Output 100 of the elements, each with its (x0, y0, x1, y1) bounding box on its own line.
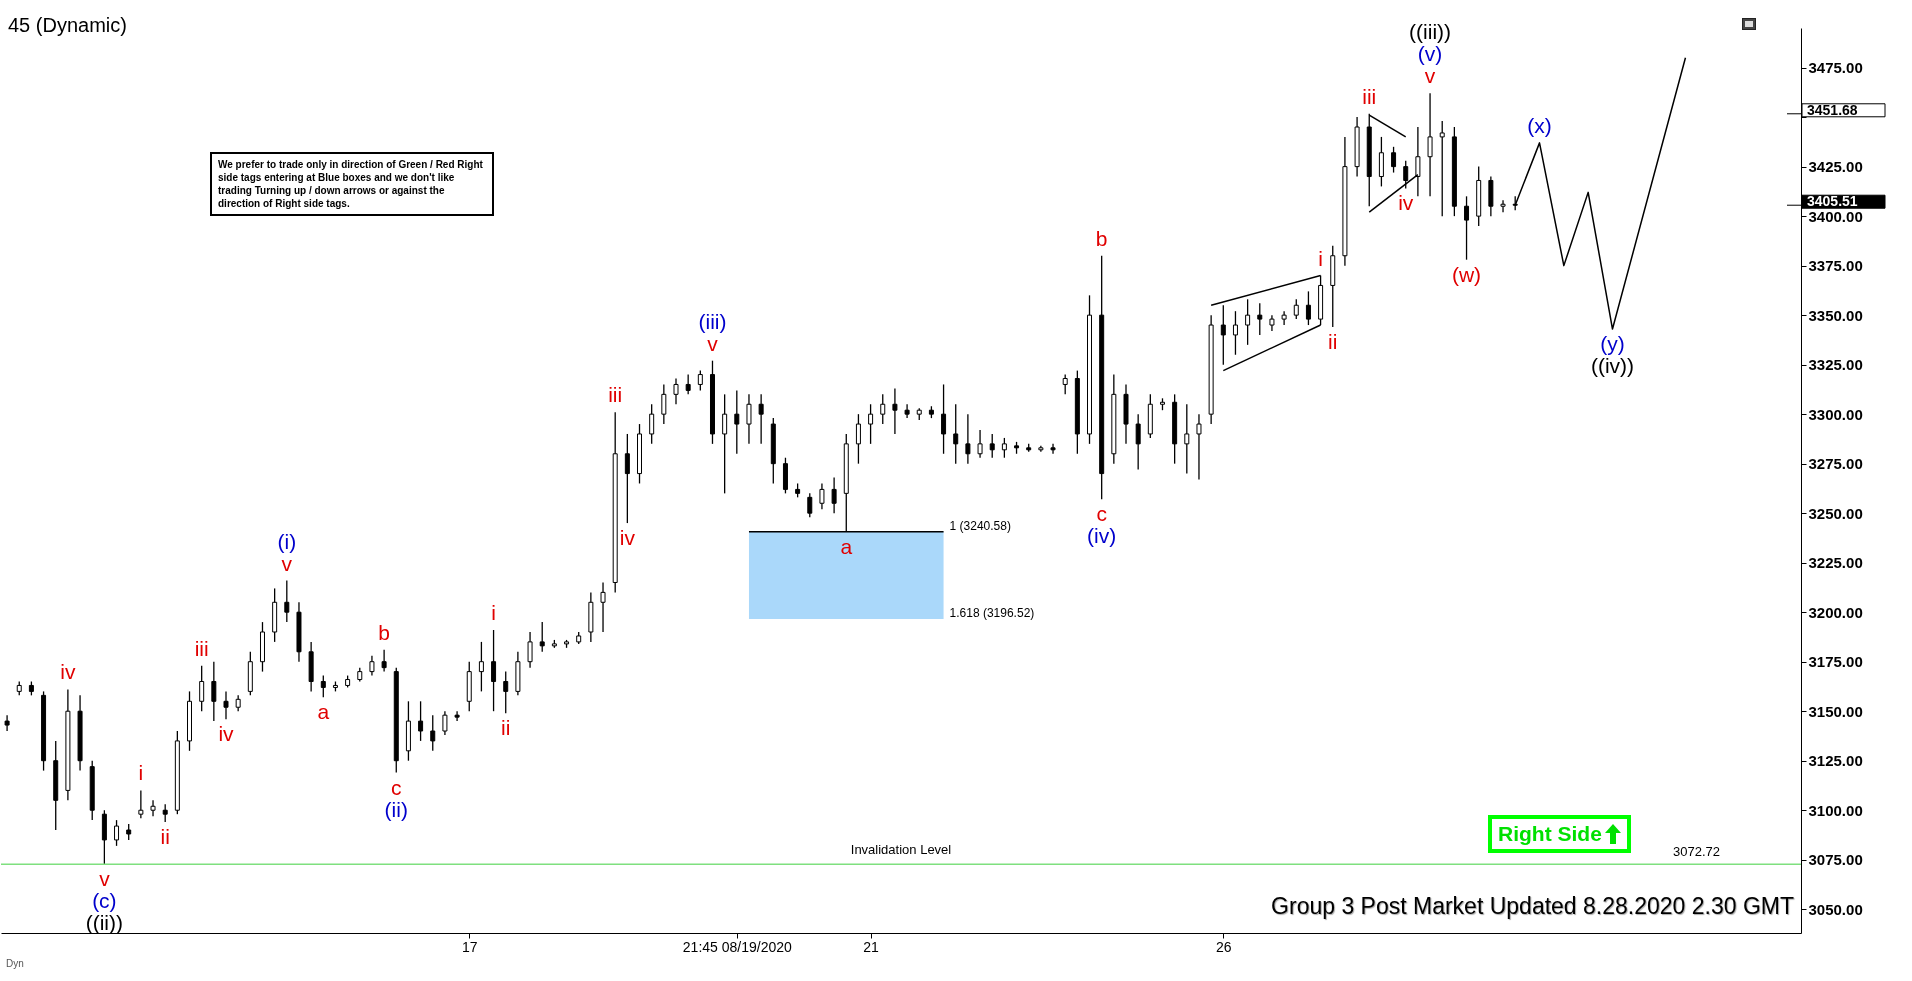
candlestick (1050, 443, 1056, 455)
candlestick (1245, 298, 1251, 346)
annotation: i (1318, 246, 1323, 270)
annotation: iii (194, 636, 209, 660)
candlestick (430, 714, 436, 752)
ref-line-label: 3405.51 (1807, 193, 1858, 210)
annotation: iv (619, 526, 636, 550)
annotation: 1.618 (3196.52) (949, 606, 1035, 621)
candlestick (855, 413, 861, 465)
annotation: v (99, 867, 111, 891)
candlestick (1391, 146, 1397, 174)
candlestick (807, 492, 813, 518)
candlestick (1001, 437, 1007, 459)
annotation: (iv) (1087, 524, 1117, 548)
y-tick-label: 3475.00 (1808, 59, 1863, 77)
annotation: i (138, 761, 144, 785)
candlestick (1232, 310, 1238, 356)
annotation: ii (1328, 330, 1338, 354)
annotation: (ii) (384, 797, 408, 821)
candlestick (442, 710, 448, 736)
candlestick (369, 655, 375, 677)
candlestick (150, 799, 156, 817)
candlestick (1305, 290, 1311, 326)
candlestick (697, 369, 703, 392)
annotation: ii (160, 825, 170, 849)
annotation: b (378, 620, 390, 644)
candlestick (1220, 304, 1226, 366)
candlestick (904, 403, 910, 419)
annotation: ii (501, 716, 511, 740)
annotation: 1 (3240.58) (949, 518, 1011, 533)
y-tick-label: 3075.00 (1808, 851, 1863, 869)
candlestick (454, 710, 460, 722)
annotation: a (840, 534, 853, 558)
candlestick (1464, 195, 1470, 261)
candlestick (722, 393, 728, 495)
candlestick (418, 700, 424, 742)
candlestick (527, 631, 533, 669)
candlestick (831, 476, 837, 514)
y-tick-label: 3325.00 (1808, 356, 1863, 374)
y-tick-label: 3050.00 (1808, 900, 1863, 918)
candlestick (1439, 120, 1445, 217)
annotation: iii (608, 383, 623, 407)
candlestick (734, 389, 740, 455)
candlestick (4, 714, 10, 732)
annotation: i (491, 601, 496, 625)
candlestick (138, 789, 144, 819)
annotation: (iii) (698, 309, 727, 333)
candlestick (819, 482, 825, 510)
annotation: b (1095, 226, 1108, 250)
y-tick-label: 3300.00 (1808, 405, 1863, 423)
x-tick-label: 21:45 08/19/2020 (682, 938, 793, 955)
candlestick (624, 433, 630, 524)
candlestick (1293, 298, 1299, 320)
annotation: Right Side (1498, 822, 1602, 846)
y-tick-label: 3125.00 (1808, 752, 1863, 770)
candlestick (478, 641, 484, 693)
y-tick-label: 3175.00 (1808, 653, 1863, 671)
y-tick-label: 3275.00 (1808, 455, 1863, 473)
candlestick (600, 581, 606, 633)
ref-line-label: 3451.68 (1807, 101, 1858, 118)
candlestick (685, 373, 691, 396)
candlestick (1427, 92, 1433, 197)
annotation: c (1096, 502, 1107, 526)
candlestick (868, 403, 874, 445)
annotation: (v) (1417, 42, 1443, 66)
candlestick (941, 383, 947, 455)
candlestick (989, 433, 995, 459)
candlestick (1196, 413, 1202, 481)
candlestick (965, 413, 971, 465)
candlestick (953, 403, 959, 465)
candlestick (1378, 136, 1384, 188)
y-tick-label: 3150.00 (1808, 702, 1863, 720)
line-series (1514, 56, 1687, 330)
annotation: ((iii)) (1409, 20, 1452, 44)
chart-title: 45 (Dynamic) (8, 14, 127, 37)
candlestick (320, 674, 326, 698)
annotation: (i) (277, 529, 297, 553)
ref-line-label: Invalidation Level (850, 842, 952, 858)
annotation: v (707, 331, 719, 355)
x-tick-label: 21 (863, 938, 880, 955)
candlestick (503, 670, 509, 714)
x-tick-label: 26 (1216, 938, 1232, 955)
y-tick-label: 3400.00 (1808, 207, 1863, 225)
candlestick (1184, 403, 1190, 475)
y-tick-label: 3425.00 (1808, 158, 1863, 176)
candlestick (1135, 413, 1141, 471)
candlestick (284, 579, 290, 623)
annotation: (y) (1600, 332, 1625, 356)
y-tick-label: 3350.00 (1808, 306, 1863, 324)
candlestick (1257, 302, 1263, 336)
annotation: a (317, 700, 330, 724)
candlestick (211, 661, 217, 722)
y-tick-label: 3375.00 (1808, 257, 1863, 275)
candlestick (758, 393, 764, 445)
annotation: c (391, 775, 402, 799)
candlestick (673, 377, 679, 405)
annotation: v (1424, 64, 1436, 88)
text: Dyn (6, 958, 24, 969)
annotation: (c) (92, 889, 117, 913)
x-tick-label: 17 (461, 938, 478, 955)
